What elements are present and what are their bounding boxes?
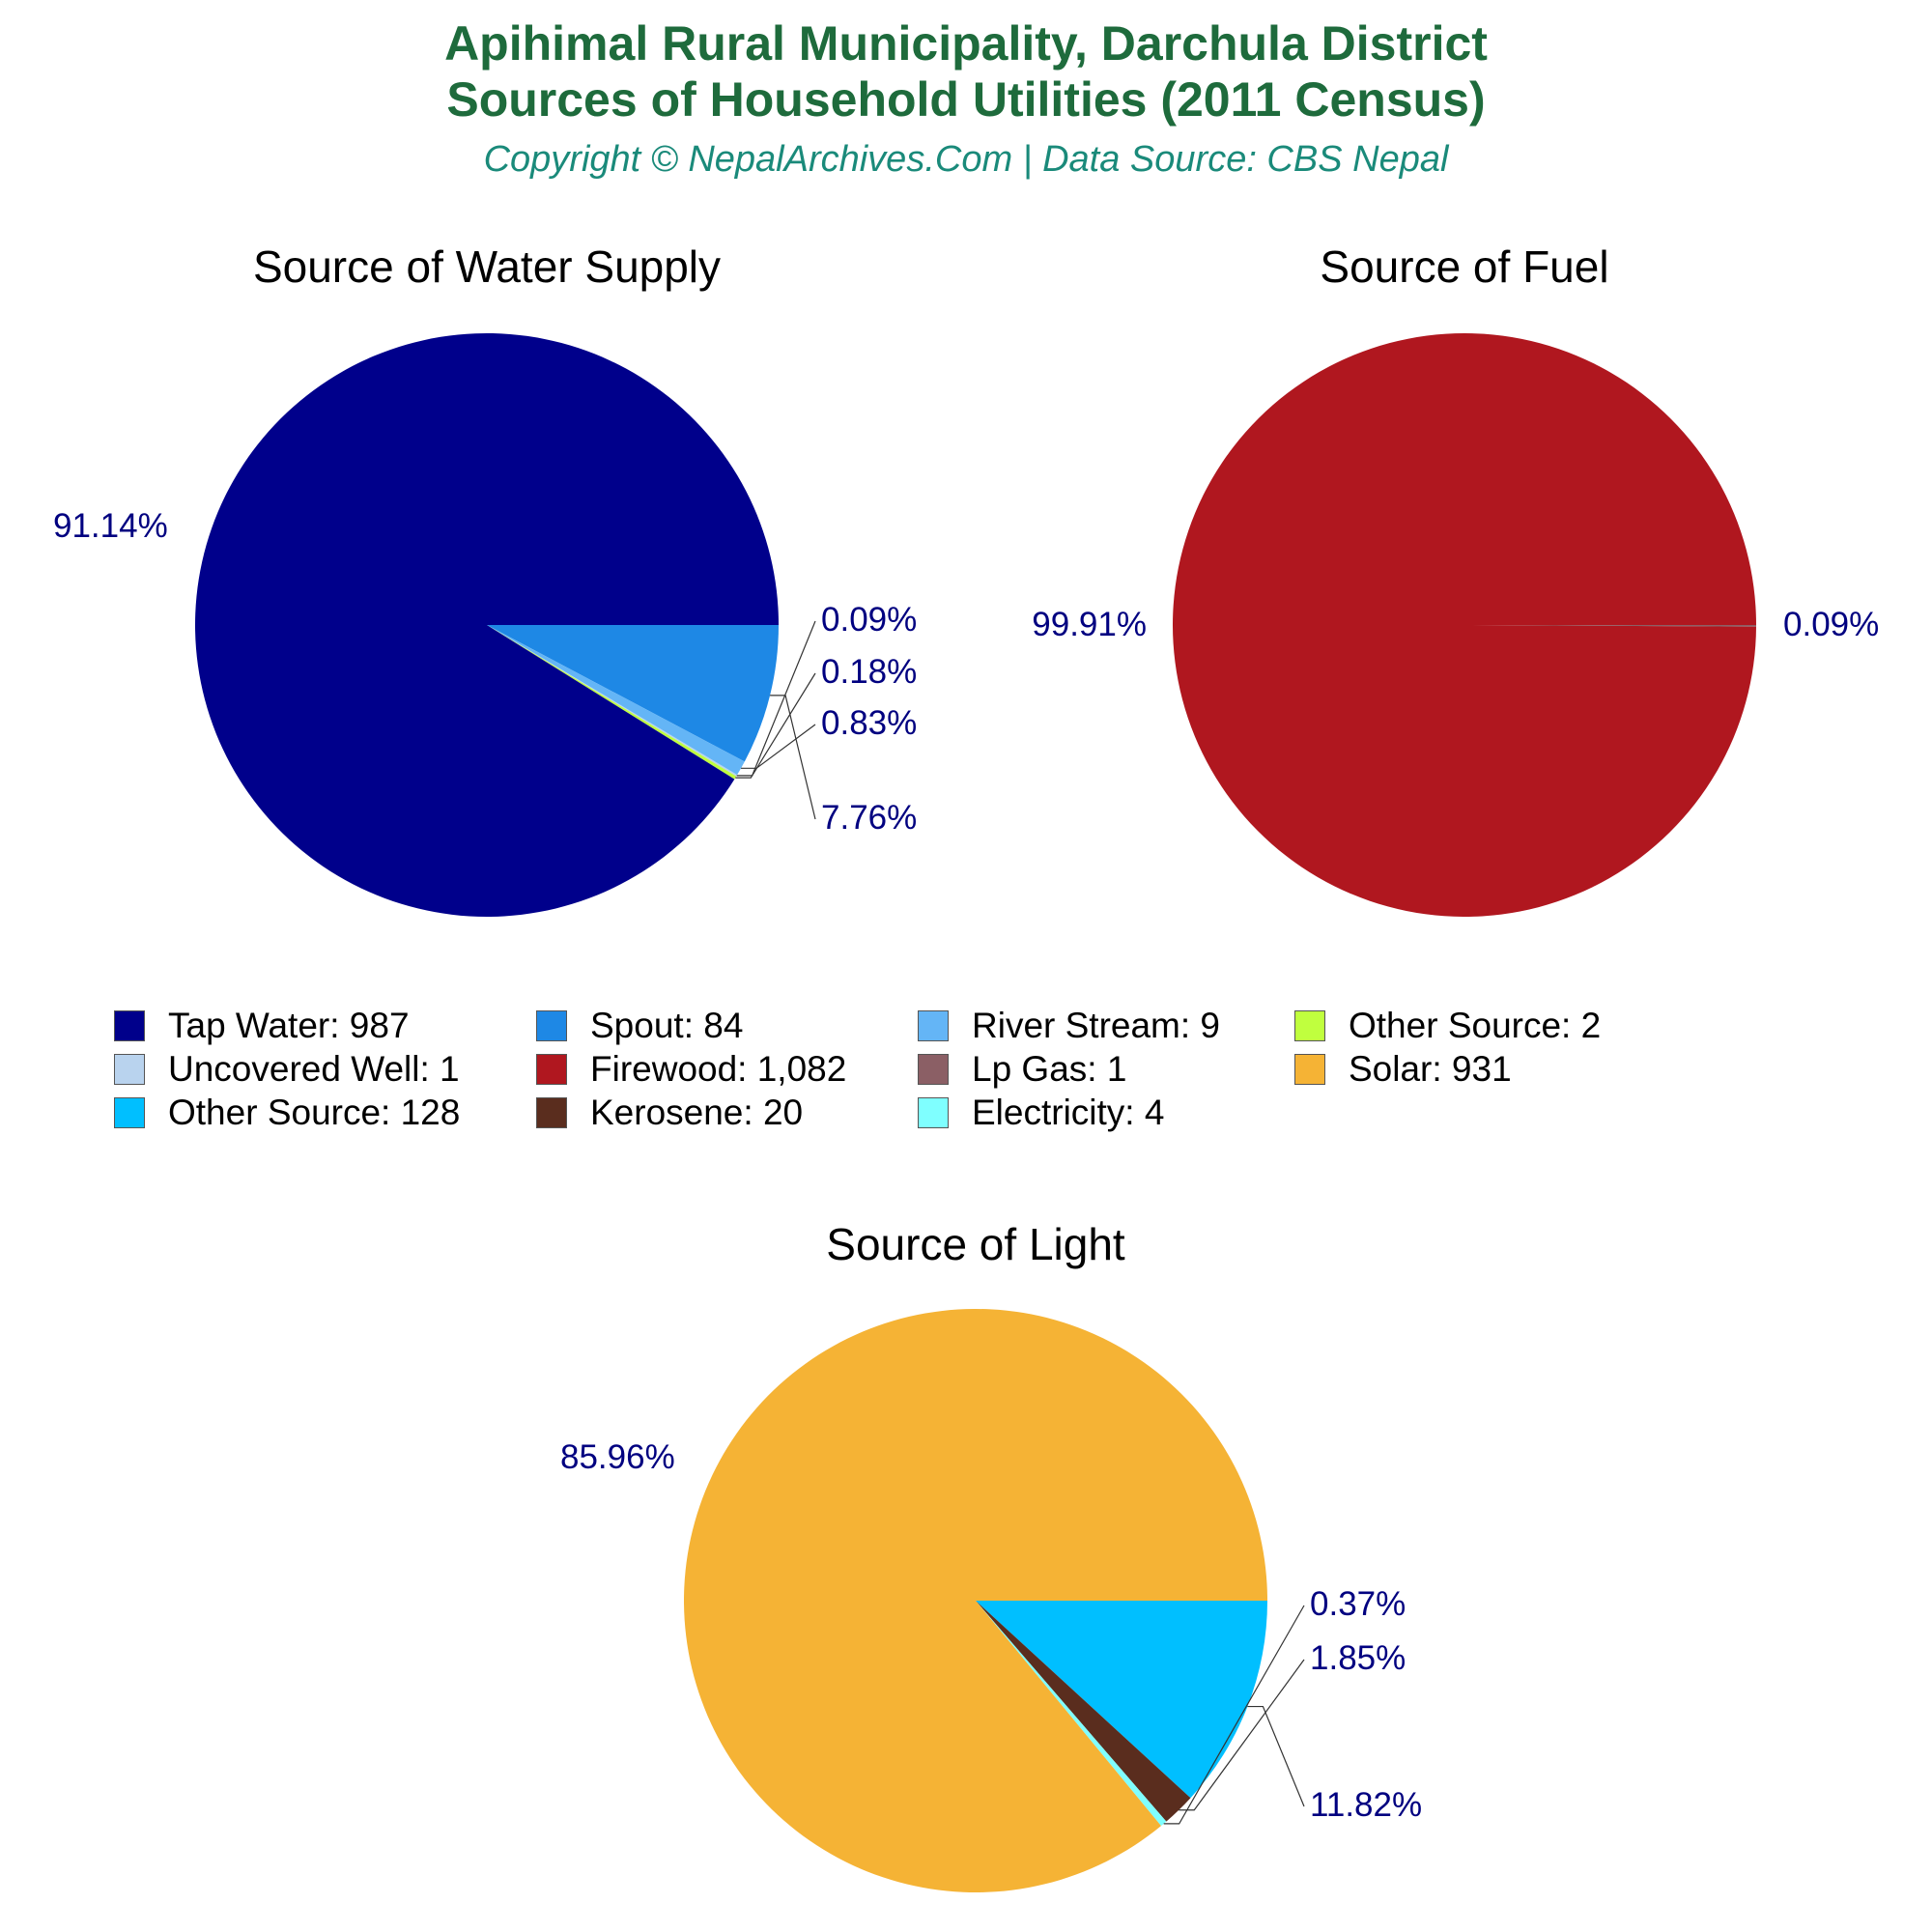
pie-pct-label: 7.76% — [821, 799, 917, 837]
legend-row: Other Source: 128 Kerosene: 20 Electricity… — [114, 1092, 1853, 1134]
legend-swatch — [918, 1097, 949, 1128]
main-title-line-2: Sources of Household Utilities (2011 Cen… — [446, 72, 1486, 127]
pie-chart-title: Source of Light — [826, 1219, 1125, 1269]
legend-label: Tap Water: 987 — [168, 1006, 410, 1045]
pie-pct-label: 99.91% — [1032, 606, 1147, 643]
copyright-subtitle: Copyright © NepalArchives.Com | Data Sou… — [483, 139, 1449, 180]
legend-item: Spout: 84 — [536, 1005, 743, 1047]
legend-swatch — [1294, 1054, 1325, 1085]
legend-item: Electricity: 4 — [918, 1092, 1164, 1134]
pie-pct-label: 11.82% — [1310, 1786, 1422, 1824]
pie-pct-label: 85.96% — [560, 1438, 675, 1476]
legend-row: Uncovered Well: 1 Firewood: 1,082 Lp Gas: … — [114, 1048, 1853, 1091]
legend-swatch — [114, 1097, 145, 1128]
legend-swatch — [114, 1054, 145, 1085]
pie-slice-uncovered-well — [487, 625, 738, 777]
legend-label: Spout: 84 — [590, 1006, 744, 1045]
legend-item: Kerosene: 20 — [536, 1092, 803, 1134]
pie-chart-title: Source of Fuel — [1320, 242, 1608, 292]
pie-slice-other-source — [976, 1601, 1267, 1799]
legend-item: Other Source: 128 — [114, 1092, 460, 1134]
pie-slice-solar — [683, 1308, 1267, 1892]
legend-item: Other Source: 2 — [1294, 1005, 1601, 1047]
legend-item: Solar: 931 — [1294, 1048, 1512, 1091]
pie-slice-spout — [487, 625, 779, 762]
legend-swatch — [536, 1097, 567, 1128]
legend-swatch — [114, 1010, 145, 1041]
pie-pct-label: 91.14% — [53, 507, 168, 545]
chart-header: Apihimal Rural Municipality, Darchula Di… — [0, 15, 1932, 182]
pie-slice-lp-gas — [1464, 625, 1756, 627]
legend-item: Firewood: 1,082 — [536, 1048, 846, 1091]
legend-item: Uncovered Well: 1 — [114, 1048, 460, 1091]
leader-line — [1179, 1659, 1305, 1811]
legend-item: Tap Water: 987 — [114, 1005, 410, 1047]
legend-label: Other Source: 2 — [1349, 1006, 1602, 1045]
legend-swatch — [918, 1054, 949, 1085]
leader-line — [1247, 1705, 1305, 1807]
legend-label: River Stream: 9 — [972, 1006, 1221, 1045]
legend-swatch — [536, 1010, 567, 1041]
legend-label: Solar: 931 — [1349, 1049, 1512, 1089]
main-title-line-1: Apihimal Rural Municipality, Darchula Di… — [444, 16, 1488, 71]
pie-pct-label: 1.85% — [1310, 1639, 1406, 1677]
pie-slice-kerosene — [976, 1601, 1191, 1822]
legend-label: Lp Gas: 1 — [972, 1049, 1127, 1089]
pie-slice-other-source — [487, 625, 737, 780]
pie-slice-tap-water — [194, 332, 779, 917]
legend-label: Electricity: 4 — [972, 1093, 1165, 1132]
legend-item: Lp Gas: 1 — [918, 1048, 1126, 1091]
legend-swatch — [918, 1010, 949, 1041]
pie-chart-0: Source of Water Supply 91.14% 7.76% 0.83% 0.… — [53, 242, 917, 917]
pie-chart-1: Source of Fuel 99.91% 0.09% — [1032, 242, 1879, 918]
pie-pct-label: 0.37% — [1310, 1585, 1406, 1623]
leader-line — [735, 672, 816, 779]
legend-item: River Stream: 9 — [918, 1005, 1220, 1047]
pie-chart-2: Source of Light 85.96% 11.82% 1.85% 0.37% — [560, 1219, 1422, 1892]
pie-pct-label: 0.18% — [821, 653, 917, 691]
pie-chart-title: Source of Water Supply — [253, 242, 721, 292]
legend-label: Other Source: 128 — [168, 1093, 461, 1132]
legend-row: Tap Water: 987 Spout: 84 River Stream: 9 Ot… — [114, 1005, 1853, 1047]
leader-line — [1163, 1605, 1305, 1825]
legend-swatch — [1294, 1010, 1325, 1041]
legend-label: Uncovered Well: 1 — [168, 1049, 460, 1089]
pie-pct-label: 0.09% — [821, 601, 917, 639]
pie-slice-river-stream — [487, 625, 745, 776]
legend-label: Firewood: 1,082 — [590, 1049, 847, 1089]
pie-slice-electricity — [976, 1601, 1167, 1827]
pie-pct-label: 0.83% — [821, 704, 917, 742]
pie-pct-label: 0.09% — [1783, 606, 1879, 643]
legend-label: Kerosene: 20 — [590, 1093, 804, 1132]
legend-swatch — [536, 1054, 567, 1085]
pie-slice-firewood — [1173, 333, 1756, 918]
